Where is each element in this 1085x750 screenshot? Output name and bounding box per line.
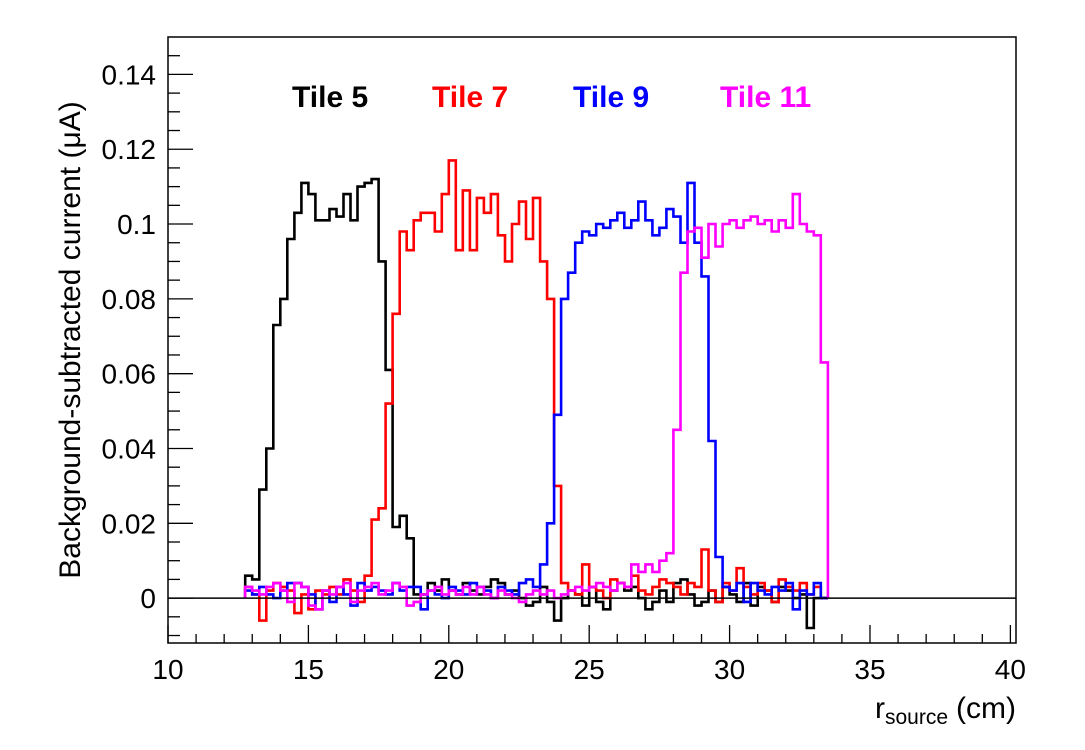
y-axis-title: Background-subtracted current (μA) [54,101,87,579]
x-tick-label: 30 [714,654,745,685]
y-tick-label: 0.04 [102,433,157,464]
series-line-tile-7 [243,159,828,622]
x-axis-ticks: 10 15 20 25 30 35 40 [152,625,1026,685]
y-tick-label: 0.1 [117,209,156,240]
legend-label-tile-7: Tile 7 [432,81,508,114]
y-axis-ticks: 0 0.02 0.04 0.06 0.08 0.1 0.12 0.14 [102,55,193,637]
legend-label-tile-11: Tile 11 [720,81,811,114]
x-tick-label: 20 [433,654,464,685]
y-tick-label: 0.14 [102,59,157,90]
x-axis-title-unit: (cm) [956,692,1016,725]
series-line-tile-11 [243,192,830,611]
x-tick-label: 35 [854,654,885,685]
plot-frame [167,36,1017,644]
x-tick-label: 40 [995,654,1026,685]
x-axis-title: rsource (cm) [875,692,1016,729]
y-tick-label: 0 [140,583,156,614]
series-line-tile-5 [243,177,828,630]
x-tick-label: 10 [152,654,183,685]
x-tick-label: 25 [574,654,605,685]
legend-label-tile-9: Tile 9 [573,81,649,114]
x-tick-label: 15 [293,654,324,685]
series-layer [243,159,830,630]
legend: Tile 5 Tile 7 Tile 9 Tile 11 [292,81,811,114]
series-line-tile-9 [243,181,828,611]
y-tick-label: 0.12 [102,134,157,165]
y-tick-label: 0.08 [102,284,157,315]
legend-label-tile-5: Tile 5 [292,81,368,114]
x-axis-title-subscript: source [885,706,948,729]
y-tick-label: 0.06 [102,359,157,390]
y-tick-label: 0.02 [102,508,157,539]
x-axis-title-main: r [875,692,885,725]
